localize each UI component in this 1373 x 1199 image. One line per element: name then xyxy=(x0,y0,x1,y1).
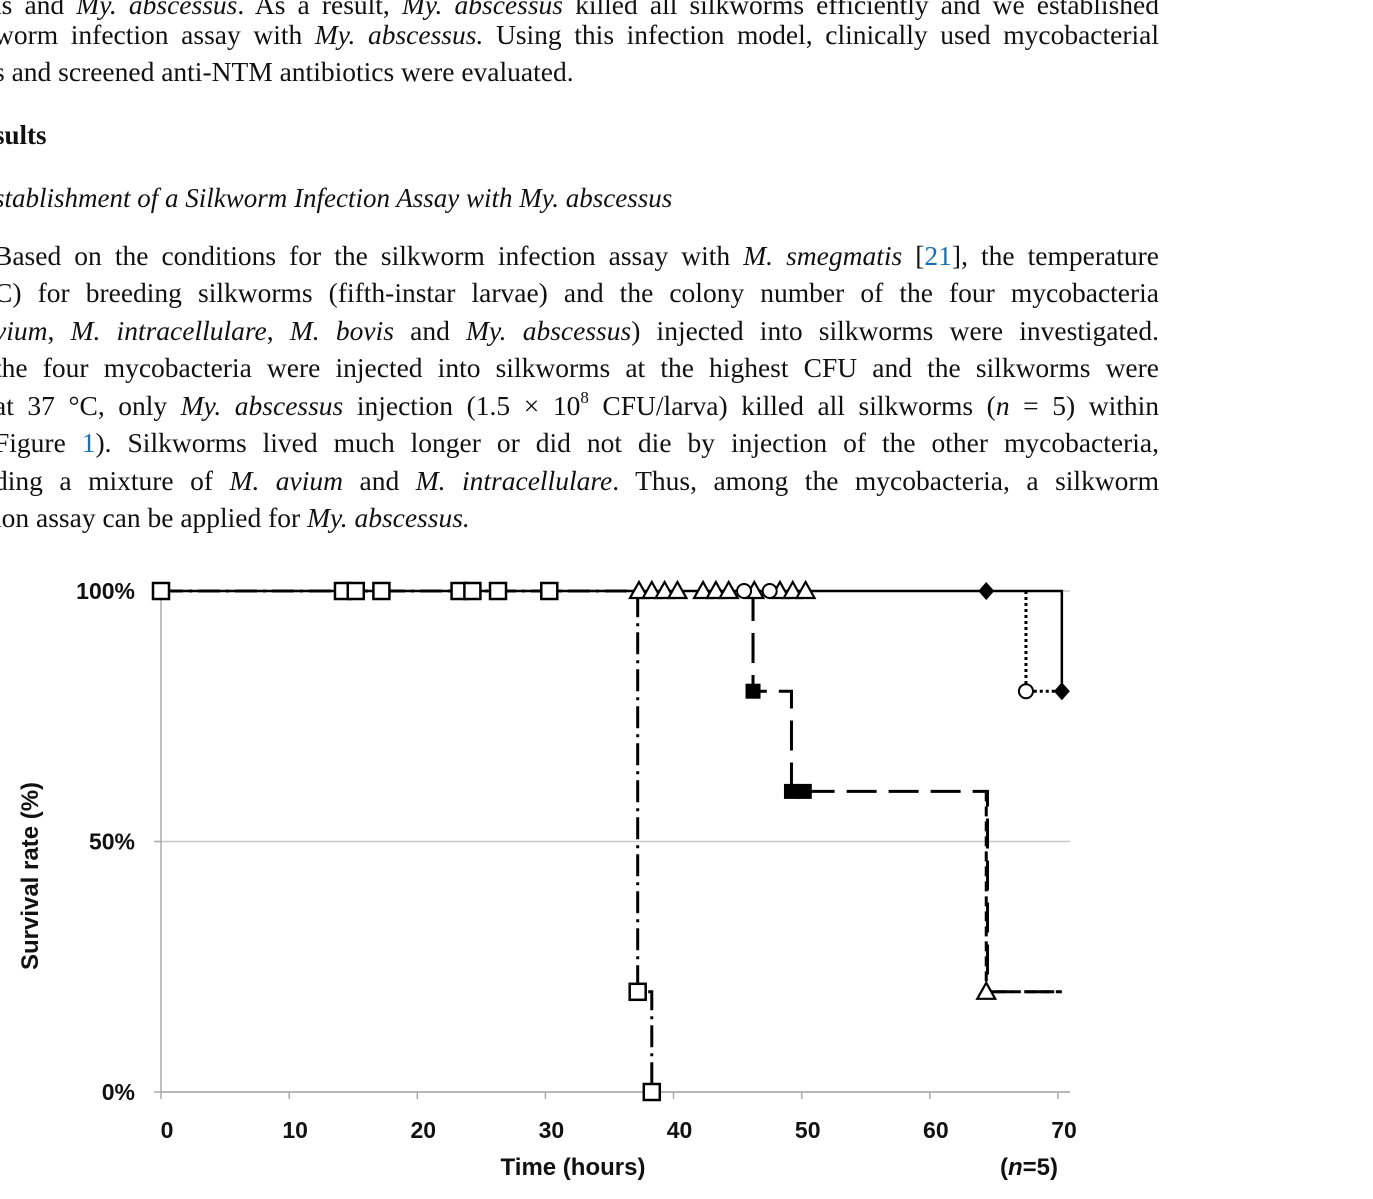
x-tick-label: 10 xyxy=(282,1117,308,1143)
x-tick-label: 50 xyxy=(795,1117,821,1143)
x-tick-label: 60 xyxy=(923,1117,949,1143)
y-tick-label: 0% xyxy=(102,1079,135,1105)
marker-open-square xyxy=(151,581,171,601)
marker-open-square xyxy=(540,581,559,601)
chart-grid xyxy=(161,590,1070,1093)
marker-open-triangle xyxy=(704,579,727,600)
marker-open-triangle xyxy=(781,579,804,600)
y-tick-label: 50% xyxy=(89,829,135,855)
marker-open-square xyxy=(628,982,647,1002)
subsection-heading: stablishment of a Silkworm Infection Ass… xyxy=(0,183,673,213)
chart-labels: 0% 50% 100% 0 10 20 30 40 50 60 70 xyxy=(76,578,1077,1143)
marker-open-triangle xyxy=(653,579,676,600)
x-tick-label: 30 xyxy=(539,1117,565,1143)
marker-open-triangle xyxy=(640,579,663,600)
marker-open-triangle xyxy=(717,579,740,600)
figure-link[interactable]: 1 xyxy=(81,427,96,458)
marker-open-triangle xyxy=(666,579,689,600)
x-tick-label: 40 xyxy=(667,1117,693,1143)
series-line xyxy=(161,589,1064,692)
paragraph-line: ion assay can be applied for My. abscess… xyxy=(0,502,470,533)
paragraph-line: at 37 °C, only My. abscessus injection (… xyxy=(0,388,1159,421)
citation-link[interactable]: 21 xyxy=(924,240,952,271)
body-text-line: worm infection assay with My. abscessus.… xyxy=(0,19,1159,50)
marker-open-square xyxy=(346,581,366,601)
marker-open-circle xyxy=(761,583,778,599)
chart-markers xyxy=(151,579,1070,1102)
chart-axes xyxy=(154,590,1070,1099)
body-text-line: is and My. abscessus. As a result, My. a… xyxy=(0,0,1159,20)
series-line xyxy=(1024,591,1062,693)
marker-filled-diamond xyxy=(978,582,995,600)
marker-open-square xyxy=(642,1082,662,1102)
marker-open-triangle xyxy=(794,579,817,600)
paragraph-line: ding a mixture of M. avium and M. intrac… xyxy=(0,465,1159,496)
paragraph-line: C) for breeding silkworms (fifth-instar … xyxy=(0,277,1159,308)
marker-open-triangle xyxy=(975,980,998,1000)
marker-filled-square xyxy=(783,783,799,799)
y-axis-label: Survival rate (%) xyxy=(17,782,44,970)
body-text-line: s and screened anti-NTM antibiotics were… xyxy=(0,56,574,87)
section-heading: sults xyxy=(0,120,47,150)
marker-open-circle xyxy=(736,583,753,599)
x-tick-label: 20 xyxy=(410,1117,436,1143)
x-axis-label: Time (hours) xyxy=(501,1154,646,1181)
marker-open-square xyxy=(372,581,391,601)
survival-chart: 0% 50% 100% 0 10 20 30 40 50 60 70 Survival rate (… xyxy=(17,578,1077,1181)
marker-open-circle xyxy=(1017,683,1034,700)
y-tick-label: 100% xyxy=(76,578,135,604)
series-line xyxy=(984,791,1062,994)
paragraph-line: Based on the conditions for the silkworm… xyxy=(0,240,1159,271)
marker-open-square xyxy=(488,581,508,601)
marker-filled-square xyxy=(745,683,761,699)
marker-open-square xyxy=(463,581,482,601)
x-tick-label: 70 xyxy=(1051,1117,1077,1143)
sample-size-annotation: (n=5) xyxy=(1000,1154,1058,1181)
paragraph-line: the four mycobacteria were injected into… xyxy=(0,352,1159,383)
marker-filled-square xyxy=(796,783,812,799)
x-tick-label: 0 xyxy=(161,1117,174,1143)
paragraph-line: Figure 1). Silkworms lived much longer o… xyxy=(0,427,1159,458)
paragraph-line: vium, M. intracellulare, M. bovis and My… xyxy=(0,315,1159,346)
marker-filled-diamond xyxy=(1053,682,1070,701)
marker-open-triangle xyxy=(628,579,650,600)
marker-open-triangle xyxy=(692,579,714,600)
